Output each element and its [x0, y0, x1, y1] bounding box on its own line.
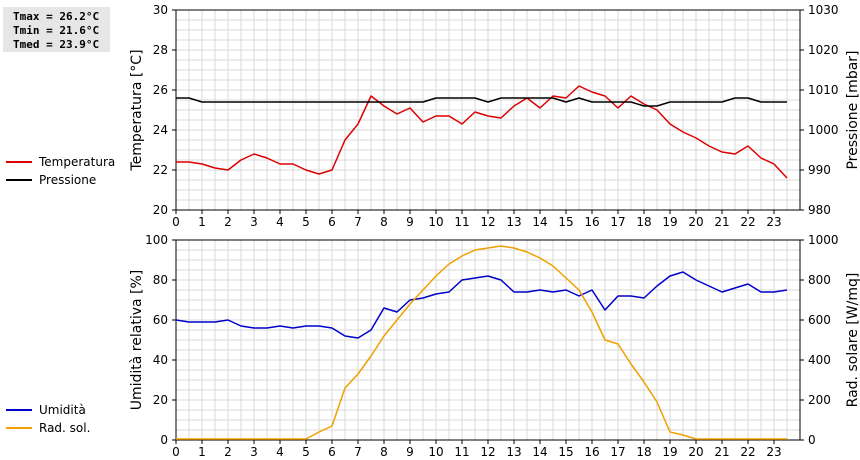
- x-tick-label: 13: [506, 445, 521, 459]
- y-tick-label-right: 1020: [808, 43, 839, 57]
- y-tick-label-left: 80: [153, 273, 168, 287]
- y-tick-label-right: 600: [808, 313, 831, 327]
- y-tick-label-left: 60: [153, 313, 168, 327]
- x-tick-label: 3: [250, 445, 258, 459]
- y-tick-label-right: 1000: [808, 233, 839, 247]
- x-tick-label: 2: [224, 445, 232, 459]
- x-tick-label: 8: [380, 445, 388, 459]
- x-tick-label: 15: [558, 215, 573, 229]
- y-tick-label-left: 30: [153, 3, 168, 17]
- x-tick-label: 11: [454, 445, 469, 459]
- y-tick-label-right: 1010: [808, 83, 839, 97]
- y-tick-label-right: 1000: [808, 123, 839, 137]
- legend-pressione: Pressione: [6, 173, 96, 187]
- legend-swatch-pressione: [6, 179, 32, 181]
- x-tick-label: 20: [688, 445, 703, 459]
- x-tick-label: 16: [584, 215, 599, 229]
- y-axis-label-left: Temperatura [°C]: [129, 49, 145, 171]
- y-tick-label-left: 22: [153, 163, 168, 177]
- y-axis-label-right: Pressione [mbar]: [845, 50, 860, 169]
- x-tick-label: 10: [428, 445, 443, 459]
- legend-swatch-radsol: [6, 427, 32, 429]
- stats-box: Tmax = 26.2°C Tmin = 21.6°C Tmed = 23.9°…: [3, 7, 110, 52]
- legend-swatch-umidita: [6, 409, 32, 411]
- x-tick-label: 10: [428, 215, 443, 229]
- x-tick-label: 18: [636, 215, 651, 229]
- y-tick-label-left: 24: [153, 123, 168, 137]
- x-tick-label: 23: [766, 445, 781, 459]
- x-tick-label: 17: [610, 445, 625, 459]
- series-line-umidit-: [175, 271, 788, 339]
- x-tick-label: 14: [532, 445, 547, 459]
- x-tick-label: 4: [276, 445, 284, 459]
- x-tick-label: 9: [406, 215, 414, 229]
- x-tick-label: 15: [558, 445, 573, 459]
- x-tick-label: 3: [250, 215, 258, 229]
- x-tick-label: 6: [328, 215, 336, 229]
- x-tick-label: 7: [354, 215, 362, 229]
- y-tick-label-left: 28: [153, 43, 168, 57]
- x-tick-label: 17: [610, 215, 625, 229]
- legend-label-pressione: Pressione: [39, 173, 97, 187]
- y-tick-label-left: 20: [153, 203, 168, 217]
- x-tick-label: 6: [328, 445, 336, 459]
- x-tick-label: 8: [380, 215, 388, 229]
- x-tick-label: 9: [406, 445, 414, 459]
- x-tick-label: 21: [714, 215, 729, 229]
- legend-swatch-temperatura: [6, 161, 32, 163]
- x-tick-label: 16: [584, 445, 599, 459]
- x-tick-label: 22: [740, 445, 755, 459]
- tmax-text: Tmax = 26.2°C: [13, 10, 100, 23]
- x-tick-label: 14: [532, 215, 547, 229]
- y-tick-label-right: 200: [808, 393, 831, 407]
- y-tick-label-left: 0: [160, 433, 168, 447]
- y-tick-label-right: 990: [808, 163, 831, 177]
- x-tick-label: 18: [636, 445, 651, 459]
- x-tick-label: 13: [506, 215, 521, 229]
- x-tick-label: 5: [302, 215, 310, 229]
- x-tick-label: 21: [714, 445, 729, 459]
- y-tick-label-right: 800: [808, 273, 831, 287]
- y-axis-label-left: Umidità relativa [%]: [129, 270, 145, 411]
- legend-temperatura: Temperatura: [6, 155, 115, 169]
- x-tick-label: 2: [224, 215, 232, 229]
- legend-label-radsol: Rad. sol.: [39, 421, 91, 435]
- series-line-rad-sol-: [176, 245, 787, 440]
- legend-label-umidita: Umidità: [39, 403, 86, 417]
- x-tick-label: 19: [662, 445, 677, 459]
- y-tick-label-right: 400: [808, 353, 831, 367]
- tmed-text: Tmed = 23.9°C: [13, 38, 100, 51]
- legend-umidita: Umidità: [6, 403, 86, 417]
- tmin-text: Tmin = 21.6°C: [13, 24, 100, 37]
- y-axis-label-right: Rad. solare [W/mq]: [845, 273, 860, 408]
- y-tick-label-left: 26: [153, 83, 168, 97]
- y-tick-label-left: 40: [153, 353, 168, 367]
- y-tick-label-right: 1030: [808, 3, 839, 17]
- x-tick-label: 4: [276, 215, 284, 229]
- y-tick-label-left: 100: [145, 233, 168, 247]
- legend-radsol: Rad. sol.: [6, 421, 90, 435]
- x-tick-label: 12: [480, 215, 495, 229]
- x-tick-label: 12: [480, 445, 495, 459]
- x-tick-label: 7: [354, 445, 362, 459]
- y-tick-label-right: 980: [808, 203, 831, 217]
- x-tick-label: 0: [172, 215, 180, 229]
- series-line-temperatura: [176, 85, 788, 179]
- series-line-pressione: [176, 97, 787, 107]
- x-tick-label: 1: [198, 215, 206, 229]
- x-tick-label: 22: [740, 215, 755, 229]
- x-tick-label: 23: [766, 215, 781, 229]
- x-tick-label: 19: [662, 215, 677, 229]
- x-tick-label: 0: [172, 445, 180, 459]
- x-tick-label: 1: [198, 445, 206, 459]
- x-tick-label: 20: [688, 215, 703, 229]
- x-tick-label: 5: [302, 445, 310, 459]
- y-tick-label-left: 20: [153, 393, 168, 407]
- y-tick-label-right: 0: [808, 433, 816, 447]
- legend-label-temperatura: Temperatura: [39, 155, 116, 169]
- x-tick-label: 11: [454, 215, 469, 229]
